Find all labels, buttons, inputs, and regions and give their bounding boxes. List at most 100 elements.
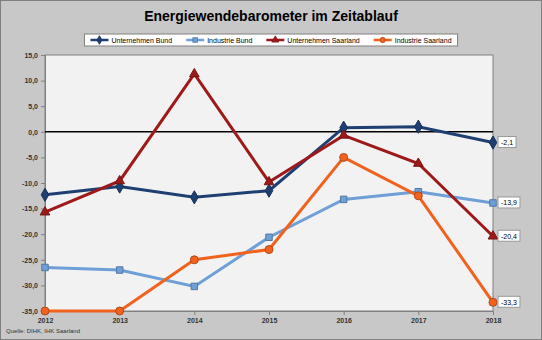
y-tick: 10,0 — [24, 77, 45, 85]
series-line — [45, 157, 493, 311]
series-marker — [41, 307, 49, 315]
data-label: -2,1 — [501, 139, 513, 146]
data-label-group: -13,9 — [498, 197, 520, 208]
series-marker — [340, 196, 346, 202]
series-marker — [265, 246, 273, 254]
series-marker — [489, 136, 497, 149]
series-marker — [40, 207, 50, 215]
legend-label: Unternehmen Bund — [111, 37, 172, 44]
series-marker — [116, 267, 122, 273]
legend-item: Unternehmen Bund — [90, 36, 172, 45]
y-axis-line — [41, 56, 46, 312]
chart-background — [1, 1, 542, 340]
legend-label: Industrie Bund — [207, 37, 252, 44]
series-marker — [191, 191, 199, 204]
source-note: Quelle: DIHK, IHK Saarland — [6, 328, 80, 334]
legend-marker — [193, 38, 198, 43]
y-tick: 15,0 — [24, 52, 45, 60]
x-tick-mark — [269, 311, 270, 315]
series-line — [45, 74, 493, 236]
y-tick-label: -10,0 — [22, 180, 38, 188]
legend: Unternehmen BundIndustrie BundUnternehme… — [84, 34, 457, 46]
series-marker — [191, 283, 197, 289]
y-tick: -10,0 — [22, 180, 45, 188]
series-marker — [490, 200, 496, 206]
y-axis: 15,0 10,0 5,0 0,0 -5,0 -10,0 -15,0 -20,0 -25,0 -3… — [22, 52, 45, 316]
plot-marks — [40, 68, 498, 315]
y-tick-label: -30,0 — [22, 282, 38, 290]
x-tick-mark — [344, 311, 345, 315]
data-labels: -2,1 -13,9 -20,4 -33,3 — [498, 137, 520, 308]
x-tick-label: 2018 — [486, 317, 502, 324]
y-tick-label: 15,0 — [24, 52, 38, 60]
x-tick-mark — [493, 311, 494, 315]
chart-svg: 15,0 10,0 5,0 0,0 -5,0 -10,0 -15,0 -20,0 -25,0 -3… — [0, 0, 542, 340]
y-tick-mark — [41, 285, 45, 286]
y-tick-mark — [41, 55, 45, 56]
data-label-box — [498, 230, 520, 241]
y-tick-mark — [41, 183, 45, 184]
plot-background — [45, 55, 493, 311]
y-tick-label: -25,0 — [22, 257, 38, 265]
data-label-group: -33,3 — [498, 296, 520, 307]
x-tick: 2014 — [187, 311, 203, 324]
legend-item: Industrie Bund — [186, 37, 252, 44]
y-tick: -5,0 — [26, 154, 45, 162]
data-label: -33,3 — [501, 299, 517, 306]
y-tick: 0,0 — [28, 129, 45, 137]
series-marker — [42, 264, 48, 270]
data-label-box — [498, 137, 516, 148]
y-tick-mark — [41, 106, 45, 107]
series-marker — [488, 231, 498, 239]
data-label-group: -20,4 — [498, 230, 520, 241]
series-marker — [115, 175, 125, 183]
legend-label: Industrie Saarland — [395, 37, 452, 44]
data-label-box — [498, 197, 520, 208]
legend-box — [84, 34, 457, 46]
y-tick-label: -35,0 — [22, 308, 38, 316]
series-marker — [190, 68, 200, 76]
series-marker — [265, 184, 273, 197]
x-tick: 2018 — [486, 311, 502, 324]
series-marker — [116, 307, 124, 315]
data-label: -13,9 — [501, 199, 517, 206]
series-marker — [339, 130, 349, 138]
x-tick: 2016 — [336, 311, 352, 324]
chart-title: Energiewendebarometer im Zeitablauf — [144, 8, 398, 24]
series-marker — [264, 176, 274, 184]
x-tick: 2017 — [411, 311, 427, 324]
x-tick-label: 2013 — [112, 317, 128, 324]
y-tick-label: -5,0 — [26, 154, 38, 162]
x-tick-label: 2017 — [411, 317, 427, 324]
y-tick-mark — [41, 132, 45, 133]
series-marker — [190, 256, 198, 264]
y-tick-mark — [41, 260, 45, 261]
legend-marker — [272, 36, 279, 42]
x-tick-mark — [418, 311, 419, 315]
y-tick-mark — [41, 157, 45, 158]
y-tick-label: -20,0 — [22, 231, 38, 239]
y-tick-mark — [41, 81, 45, 82]
series-marker — [414, 158, 424, 166]
series-marker — [41, 188, 49, 201]
y-tick-label: 0,0 — [28, 129, 38, 137]
series-marker — [414, 192, 422, 200]
y-tick: -25,0 — [22, 257, 45, 265]
y-tick-mark — [41, 234, 45, 235]
y-tick-label: -15,0 — [22, 205, 38, 213]
series-line — [45, 127, 493, 198]
data-label-box — [498, 296, 520, 307]
x-tick-label: 2015 — [262, 317, 278, 324]
legend-marker — [97, 36, 102, 45]
x-tick-label: 2012 — [38, 317, 54, 324]
x-tick-label: 2014 — [187, 317, 203, 324]
series-marker — [340, 153, 348, 161]
data-label-group: -2,1 — [498, 137, 516, 148]
series-marker — [266, 234, 272, 240]
x-axis: 2012 2013 2014 2015 2016 2017 2018 — [38, 311, 502, 324]
series-marker — [489, 298, 497, 306]
y-tick-label: 5,0 — [28, 103, 38, 111]
x-tick-mark — [194, 311, 195, 315]
data-label: -20,4 — [501, 233, 517, 240]
legend-marker — [380, 37, 385, 42]
